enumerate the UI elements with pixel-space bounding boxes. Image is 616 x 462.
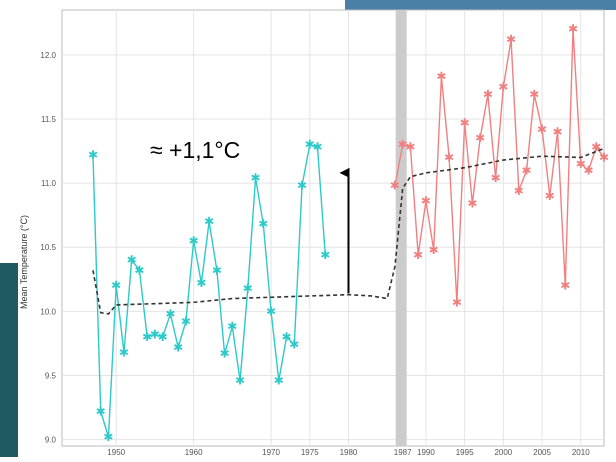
series-after-point: ✱ — [514, 184, 524, 198]
series-after-point: ✱ — [498, 80, 508, 94]
y-tick-label: 10.5 — [40, 243, 56, 252]
series-after-point: ✱ — [576, 157, 586, 171]
x-tick-label: 1995 — [456, 448, 474, 457]
y-tick-label: 12.0 — [40, 51, 56, 60]
series-before-line — [92, 143, 326, 438]
series-after-point: ✱ — [398, 138, 408, 152]
series-before-point: ✱ — [119, 345, 129, 359]
series-before-point: ✱ — [251, 171, 261, 185]
y-axis-ticks: 9.0 9.5 10.0 10.5 11.0 11.5 12.0 — [40, 51, 56, 445]
series-before: ✱✱✱✱✱✱✱✱✱✱✱✱✱✱✱✱✱✱✱✱✱✱✱✱✱✱✱✱✱✱✱ — [88, 138, 330, 444]
series-after-point: ✱ — [560, 279, 570, 293]
series-after-point: ✱ — [452, 295, 462, 309]
series-before-point: ✱ — [289, 338, 299, 352]
series-before-point: ✱ — [165, 307, 175, 321]
series-after-point: ✱ — [390, 179, 400, 193]
x-tick-label: 1970 — [262, 448, 280, 457]
series-after-point: ✱ — [545, 189, 555, 203]
series-after-point: ✱ — [475, 131, 485, 145]
series-after-point: ✱ — [413, 248, 423, 262]
series-after-point: ✱ — [568, 22, 578, 36]
x-tick-label: 2010 — [572, 448, 590, 457]
series-after-point: ✱ — [583, 163, 593, 177]
series-after-point: ✱ — [436, 70, 446, 84]
x-axis-ticks: 1950 1960 1970 1975 1980 1987 1990 1995 2000 2005… — [107, 448, 590, 457]
series-before-point: ✱ — [150, 327, 160, 341]
series-after-point: ✱ — [460, 116, 470, 130]
grid-lines — [61, 9, 605, 447]
series-before-point: ✱ — [142, 330, 152, 344]
series-before-point: ✱ — [274, 374, 284, 388]
series-before-point: ✱ — [189, 234, 199, 248]
series-after-point: ✱ — [537, 122, 547, 136]
series-before-point: ✱ — [134, 263, 144, 277]
series-before-point: ✱ — [305, 138, 315, 152]
series-after-point: ✱ — [467, 197, 477, 211]
plot-frame — [61, 9, 605, 447]
series-before-point: ✱ — [243, 281, 253, 295]
series-before-point: ✱ — [204, 215, 214, 229]
series-before-point: ✱ — [158, 330, 168, 344]
series-before-point: ✱ — [320, 248, 330, 262]
x-tick-label: 1987 — [394, 448, 412, 457]
series-after-point: ✱ — [506, 32, 516, 46]
series-before-point: ✱ — [96, 404, 106, 418]
series-after-point: ✱ — [599, 150, 609, 164]
series-after-point: ✱ — [522, 163, 532, 177]
break-band — [395, 10, 407, 446]
y-tick-label: 10.0 — [40, 307, 56, 316]
trend-line — [92, 147, 605, 315]
series-before-point: ✱ — [266, 304, 276, 318]
series-after-point: ✱ — [429, 243, 439, 257]
series-before-point: ✱ — [227, 320, 237, 334]
x-tick-label: 1960 — [185, 448, 203, 457]
series-before-point: ✱ — [111, 279, 121, 293]
series-after: ✱✱✱✱✱✱✱✱✱✱✱✱✱✱✱✱✱✱✱✱✱✱✱✱✱✱✱✱ — [390, 22, 609, 309]
series-after-line — [394, 29, 605, 303]
x-tick-label: 1980 — [340, 448, 358, 457]
y-tick-label: 11.5 — [41, 115, 57, 124]
series-before-point: ✱ — [312, 140, 322, 154]
y-axis-label: Mean Temperature (°C) — [19, 215, 29, 309]
y-tick-label: 9.5 — [45, 371, 57, 380]
series-before-point: ✱ — [181, 315, 191, 329]
series-before-point: ✱ — [282, 330, 292, 344]
y-tick-label: 9.0 — [45, 436, 57, 445]
x-tick-label: 2000 — [494, 448, 512, 457]
decorative-panel-left — [0, 263, 18, 457]
series-after-point: ✱ — [529, 88, 539, 102]
series-before-point: ✱ — [220, 347, 230, 361]
series-after-point: ✱ — [405, 140, 415, 154]
series-before-point: ✱ — [88, 148, 98, 162]
annotation-text: ≈ +1,1°C — [150, 137, 240, 163]
series-before-point: ✱ — [258, 217, 268, 231]
series-after-point: ✱ — [491, 171, 501, 185]
series-before-point: ✱ — [297, 179, 307, 193]
series-before-point: ✱ — [196, 276, 206, 290]
series-after-point: ✱ — [483, 88, 493, 102]
series-before-point: ✱ — [212, 263, 222, 277]
x-tick-label: 1990 — [417, 448, 435, 457]
series-before-point: ✱ — [235, 374, 245, 388]
x-tick-label: 2005 — [533, 448, 551, 457]
series-before-point: ✱ — [127, 253, 137, 267]
series-after-point: ✱ — [553, 125, 563, 139]
decorative-panel-top — [345, 0, 616, 10]
series-after-point: ✱ — [444, 150, 454, 164]
x-tick-label: 1975 — [301, 448, 319, 457]
series-after-point: ✱ — [591, 140, 601, 154]
series-before-point: ✱ — [103, 430, 113, 444]
series-before-point: ✱ — [173, 340, 183, 354]
y-tick-label: 11.0 — [41, 179, 57, 188]
series-after-point: ✱ — [421, 194, 431, 208]
x-tick-label: 1950 — [107, 448, 125, 457]
